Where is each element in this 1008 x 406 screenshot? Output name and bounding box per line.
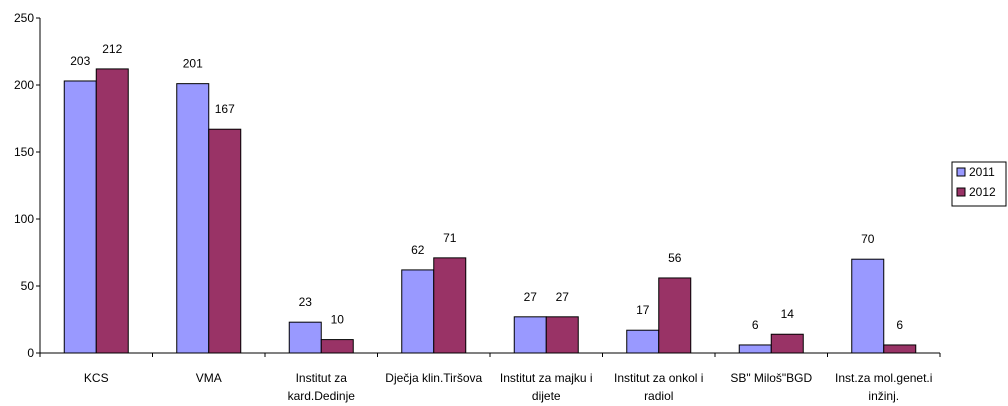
legend-box [951,161,1007,207]
bar [545,316,579,354]
x-tick-label: Institut za kard.Dedinje [288,371,356,403]
value-label: 27 [524,290,538,304]
bar [176,83,210,354]
bar [883,344,917,354]
x-tick-label: Institut za onkol i radiol [614,371,703,403]
bar [63,80,97,354]
value-label: 17 [636,303,650,317]
y-tick-label: 50 [21,279,35,293]
value-label: 212 [102,42,122,56]
value-label: 27 [556,290,570,304]
bar [95,68,129,354]
x-tick-label: SB" Miloš"BGD [730,371,812,385]
x-tick-label: Inst.za mol.genet.i inžinj. [835,371,932,403]
value-label: 10 [331,313,345,327]
value-label: 6 [896,318,903,332]
value-label: 201 [183,57,203,71]
bar [851,258,885,354]
x-tick-label: Institut za majku i dijete [500,371,593,403]
value-label: 203 [70,54,90,68]
value-label: 23 [299,295,313,309]
legend-label: 2011 [969,165,995,179]
value-label: 62 [411,243,425,257]
bar [401,269,435,354]
value-label: 14 [781,307,795,321]
legend-label: 2012 [969,185,996,199]
bar [208,128,242,354]
value-label: 56 [668,251,682,265]
x-tick-label: Dječja klin.Tiršova [385,371,482,385]
value-label: 70 [861,232,875,246]
bar [513,316,547,354]
y-tick-label: 250 [14,11,34,25]
legend-swatch [956,167,966,177]
legend-swatch [956,187,966,197]
y-tick-label: 200 [14,78,34,92]
bar [433,257,467,354]
value-label: 167 [215,102,235,116]
bar [658,277,692,354]
bar [320,339,354,354]
y-tick-label: 0 [27,346,34,360]
x-tick-label: VMA [196,371,222,385]
x-tick-label: KCS [84,371,109,385]
y-tick-label: 100 [14,212,34,226]
bar [626,329,660,354]
value-label: 6 [752,318,759,332]
y-tick-label: 150 [14,145,34,159]
value-label: 71 [443,231,457,245]
bar [770,333,804,354]
bar [738,344,772,354]
bar [288,321,322,354]
